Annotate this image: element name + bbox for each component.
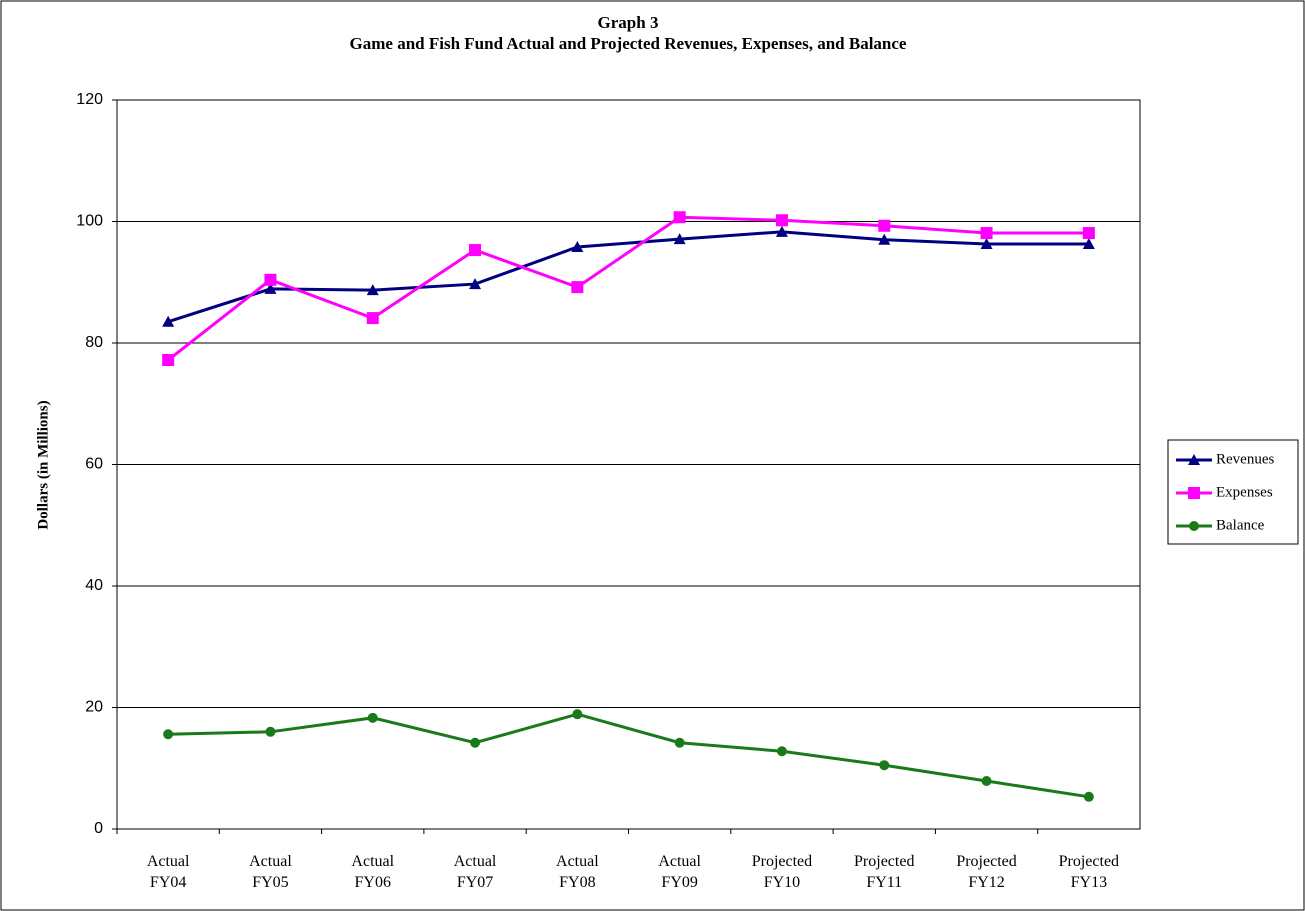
marker bbox=[673, 211, 686, 224]
marker bbox=[572, 709, 583, 720]
legend-marker bbox=[1188, 487, 1200, 499]
marker bbox=[1083, 791, 1094, 802]
marker bbox=[470, 737, 481, 748]
series-line bbox=[167, 230, 1089, 324]
legend-label: Balance bbox=[1216, 517, 1265, 533]
marker bbox=[775, 225, 788, 237]
x-tick-label: Actual FY06 bbox=[351, 853, 394, 891]
marker bbox=[469, 244, 482, 257]
marker bbox=[264, 273, 277, 286]
x-tick-label: Projected FY10 bbox=[752, 853, 812, 891]
marker bbox=[265, 726, 276, 737]
marker bbox=[264, 282, 277, 294]
x-tick-label: Actual FY05 bbox=[249, 853, 292, 891]
series-line bbox=[167, 215, 1089, 362]
marker bbox=[878, 219, 891, 232]
marker bbox=[980, 227, 993, 240]
x-tick-label: Actual FY07 bbox=[454, 853, 497, 891]
y-tick-label: 0 bbox=[94, 820, 103, 837]
marker bbox=[1082, 227, 1095, 240]
marker bbox=[469, 278, 482, 290]
marker bbox=[162, 354, 175, 367]
x-tick-label: Actual FY04 bbox=[147, 853, 190, 891]
legend-marker bbox=[1188, 454, 1200, 465]
y-tick-label: 60 bbox=[85, 456, 103, 473]
marker bbox=[1082, 237, 1095, 249]
chart-subtitle: Game and Fish Fund Actual and Projected … bbox=[350, 34, 907, 53]
marker bbox=[776, 746, 787, 757]
series-line bbox=[168, 712, 1090, 799]
x-tick-label: Projected FY13 bbox=[1059, 853, 1119, 891]
marker bbox=[775, 214, 788, 227]
marker bbox=[571, 241, 584, 253]
y-tick-label: 100 bbox=[76, 213, 103, 230]
y-tick-label: 120 bbox=[76, 91, 103, 108]
marker bbox=[981, 776, 992, 787]
x-tick-label: Projected FY12 bbox=[956, 853, 1016, 891]
marker bbox=[673, 233, 686, 245]
marker bbox=[571, 281, 584, 294]
marker bbox=[878, 233, 891, 245]
marker bbox=[163, 729, 174, 740]
x-tick-label: Actual FY08 bbox=[556, 853, 599, 891]
y-tick-label: 80 bbox=[85, 334, 103, 351]
legend-label: Revenues bbox=[1216, 451, 1274, 467]
legend-label: Expenses bbox=[1216, 484, 1273, 500]
marker bbox=[879, 760, 890, 771]
x-tick-label: Actual FY09 bbox=[658, 853, 701, 891]
marker bbox=[366, 312, 379, 325]
y-tick-label: 20 bbox=[85, 699, 103, 716]
chart-title: Graph 3 bbox=[598, 13, 659, 32]
marker bbox=[162, 315, 175, 327]
y-tick-label: 40 bbox=[85, 577, 103, 594]
marker bbox=[674, 737, 685, 748]
marker bbox=[366, 284, 379, 296]
marker bbox=[367, 712, 378, 723]
y-axis-label: Dollars (in Millions) bbox=[35, 400, 51, 529]
x-tick-label: Projected FY11 bbox=[854, 853, 914, 891]
marker bbox=[980, 237, 993, 249]
legend-marker bbox=[1189, 521, 1199, 531]
